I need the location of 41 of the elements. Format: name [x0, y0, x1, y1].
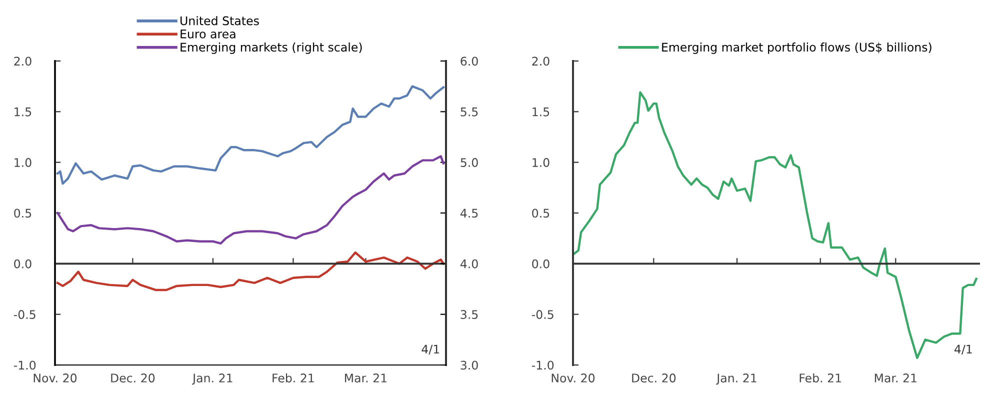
x-tick-label: Mar. 21	[345, 374, 386, 382]
y-tick-label: -0.5	[532, 310, 554, 319]
y-tick-label: 1.5	[14, 108, 32, 116]
y-tick-label: 0.5	[532, 208, 550, 218]
x-tick-label: Jan. 21	[192, 374, 232, 385]
y-tick-label: -0.5	[14, 310, 36, 319]
line-series	[56, 155, 445, 245]
y-tick-label: -1.0	[14, 360, 36, 370]
y2-tick-label: 5.5	[460, 108, 478, 116]
y-tick-label: -1.0	[532, 360, 554, 370]
y2-tick-label: 3.0	[460, 360, 478, 370]
y-tick-label: 1.0	[14, 158, 32, 167]
annotation: 4/1	[954, 344, 972, 355]
legend-label: Emerging markets (right scale)	[180, 42, 362, 54]
y2-tick-label: 3.5	[460, 310, 478, 319]
line-series	[573, 91, 978, 360]
x-tick-label: Dec. 20	[632, 374, 676, 382]
legend-label: Euro area	[180, 30, 236, 38]
x-tick-label: Feb. 21	[272, 373, 314, 382]
x-tick-label: Nov. 20	[552, 374, 595, 382]
y2-tick-label: 4.0	[460, 259, 478, 268]
y-tick-label: 1.5	[532, 108, 550, 116]
y2-tick-label: 4.5	[460, 208, 478, 218]
line-series	[56, 251, 445, 292]
y-tick-label: 2.0	[14, 56, 32, 66]
y2-tick-label: 6.0	[460, 56, 478, 66]
y-tick-label: 2.0	[532, 56, 550, 66]
x-tick-label: Dec. 20	[111, 374, 155, 382]
y2-tick-label: 5.0	[460, 158, 478, 167]
x-tick-label: Mar. 21	[874, 374, 916, 382]
legend-label: United States	[180, 16, 259, 26]
y-tick-label: 1.0	[532, 158, 550, 167]
y-tick-label: 0.0	[532, 259, 550, 268]
line-series	[56, 85, 445, 185]
y-tick-label: 0.5	[14, 208, 32, 218]
annotation: 4/1	[422, 344, 440, 355]
x-tick-label: Nov. 20	[34, 374, 77, 382]
x-tick-label: Jan. 21	[716, 374, 756, 385]
y-tick-label: 0.0	[14, 259, 32, 268]
legend-label: Emerging market portfolio flows (US$ billions)	[662, 42, 932, 54]
x-tick-label: Feb. 21	[800, 373, 841, 382]
